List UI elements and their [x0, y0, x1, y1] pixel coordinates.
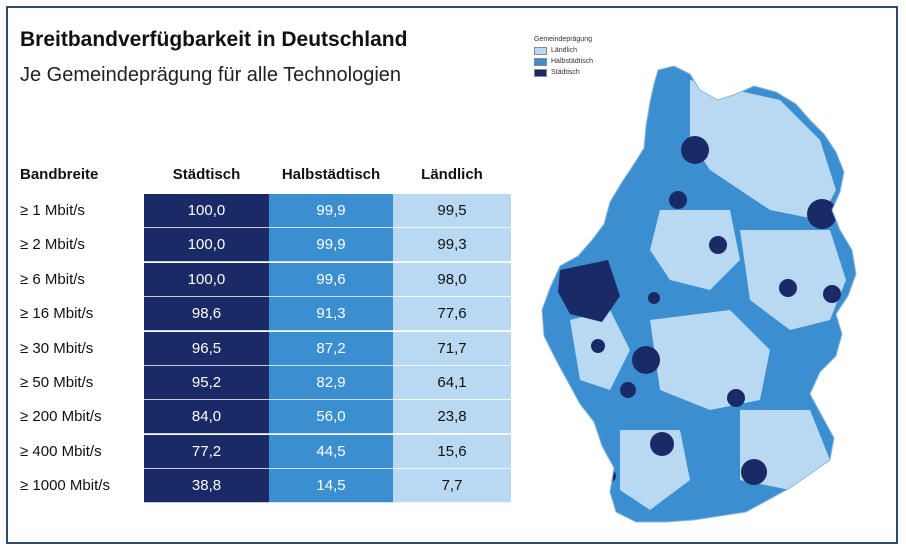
cell-laendlich: 64,1 — [393, 366, 511, 400]
cell-laendlich: 23,8 — [393, 400, 511, 435]
map-urban-cologne-bonn — [591, 339, 605, 353]
cell-staedtisch: 95,2 — [144, 366, 269, 400]
map-rural-center-north — [650, 210, 740, 290]
cell-laendlich: 15,6 — [393, 434, 511, 469]
legend-label-rural: Ländlich — [551, 47, 578, 54]
cell-laendlich: 99,5 — [393, 194, 511, 228]
cell-laendlich: 77,6 — [393, 297, 511, 332]
figure-subtitle: Je Gemeindeprägung für alle Technologien — [20, 64, 402, 86]
map-urban-frankfurt — [632, 346, 660, 374]
cell-staedtisch: 77,2 — [144, 434, 269, 469]
map-rural-east — [740, 230, 846, 330]
legend-label-semi-urban: Halbstädtisch — [551, 58, 594, 65]
legend-item-urban: Städtisch — [534, 67, 593, 78]
row-label: ≥ 6 Mbit/s — [20, 270, 85, 288]
map-urban-ruhr — [558, 260, 620, 322]
map-rural-center — [650, 310, 770, 410]
map-urban-hamburg — [681, 136, 709, 164]
figure-title: Breitbandverfügbarkeit in Deutschland — [20, 28, 408, 51]
cell-halbstaedtisch: 91,3 — [269, 297, 393, 332]
cell-staedtisch: 100,0 — [144, 228, 269, 263]
map-outline — [541, 65, 857, 523]
map-urban-stuttgart — [650, 432, 674, 456]
cell-laendlich: 7,7 — [393, 469, 511, 504]
map-urban-mannheim — [620, 382, 636, 398]
cell-laendlich: 71,7 — [393, 331, 511, 366]
map-urban-dresden — [823, 285, 841, 303]
row-label: ≥ 400 Mbit/s — [20, 442, 102, 460]
map-rural-north — [690, 80, 836, 220]
cell-laendlich: 98,0 — [393, 262, 511, 297]
cell-halbstaedtisch: 99,9 — [269, 228, 393, 263]
map-urban-freiburg — [604, 470, 616, 482]
cell-staedtisch: 38,8 — [144, 469, 269, 504]
cell-halbstaedtisch: 56,0 — [269, 400, 393, 435]
row-label: ≥ 200 Mbit/s — [20, 408, 102, 426]
cell-halbstaedtisch: 14,5 — [269, 469, 393, 504]
legend-swatch-urban — [534, 68, 547, 77]
cell-halbstaedtisch: 99,9 — [269, 194, 393, 228]
map-legend: Gemeindeprägung Ländlich Halbstädtisch S… — [534, 36, 593, 78]
map-rural-southwest — [620, 430, 690, 510]
cell-staedtisch: 98,6 — [144, 297, 269, 332]
row-label: ≥ 2 Mbit/s — [20, 236, 85, 254]
row-label: ≥ 1000 Mbit/s — [20, 477, 110, 495]
column-header-staedtisch: Städtisch — [172, 166, 241, 183]
map-urban-bremen — [669, 191, 687, 209]
legend-swatch-semi-urban — [534, 57, 547, 66]
column-header-halbstaedtisch: Halbstädtisch — [281, 166, 381, 183]
map-urban-nuremberg — [727, 389, 745, 407]
map-urban-berlin — [807, 199, 837, 229]
cell-staedtisch: 100,0 — [144, 194, 269, 228]
legend-label-urban: Städtisch — [551, 69, 580, 76]
column-header-laendlich: Ländlich — [421, 166, 483, 183]
map-urban-leipzig — [779, 279, 797, 297]
cell-staedtisch: 84,0 — [144, 400, 269, 435]
row-label: ≥ 30 Mbit/s — [20, 339, 94, 357]
cell-halbstaedtisch: 87,2 — [269, 331, 393, 366]
cell-halbstaedtisch: 82,9 — [269, 366, 393, 400]
germany-map — [541, 65, 857, 523]
row-label: ≥ 16 Mbit/s — [20, 305, 94, 323]
cell-staedtisch: 100,0 — [144, 262, 269, 297]
legend-item-rural: Ländlich — [534, 45, 593, 56]
cell-halbstaedtisch: 99,6 — [269, 262, 393, 297]
row-label: ≥ 1 Mbit/s — [20, 202, 85, 219]
column-header-bandbreite: Bandbreite — [20, 166, 99, 183]
cell-laendlich: 99,3 — [393, 228, 511, 263]
cell-halbstaedtisch: 44,5 — [269, 434, 393, 469]
row-label: ≥ 50 Mbit/s — [20, 374, 94, 391]
map-urban-hannover — [709, 236, 727, 254]
cell-staedtisch: 96,5 — [144, 331, 269, 366]
legend-title: Gemeindeprägung — [534, 36, 592, 43]
legend-swatch-rural — [534, 46, 547, 55]
map-urban-munich — [741, 459, 767, 485]
legend-item-semi-urban: Halbstädtisch — [534, 56, 593, 67]
map-urban-kassel — [648, 292, 660, 304]
